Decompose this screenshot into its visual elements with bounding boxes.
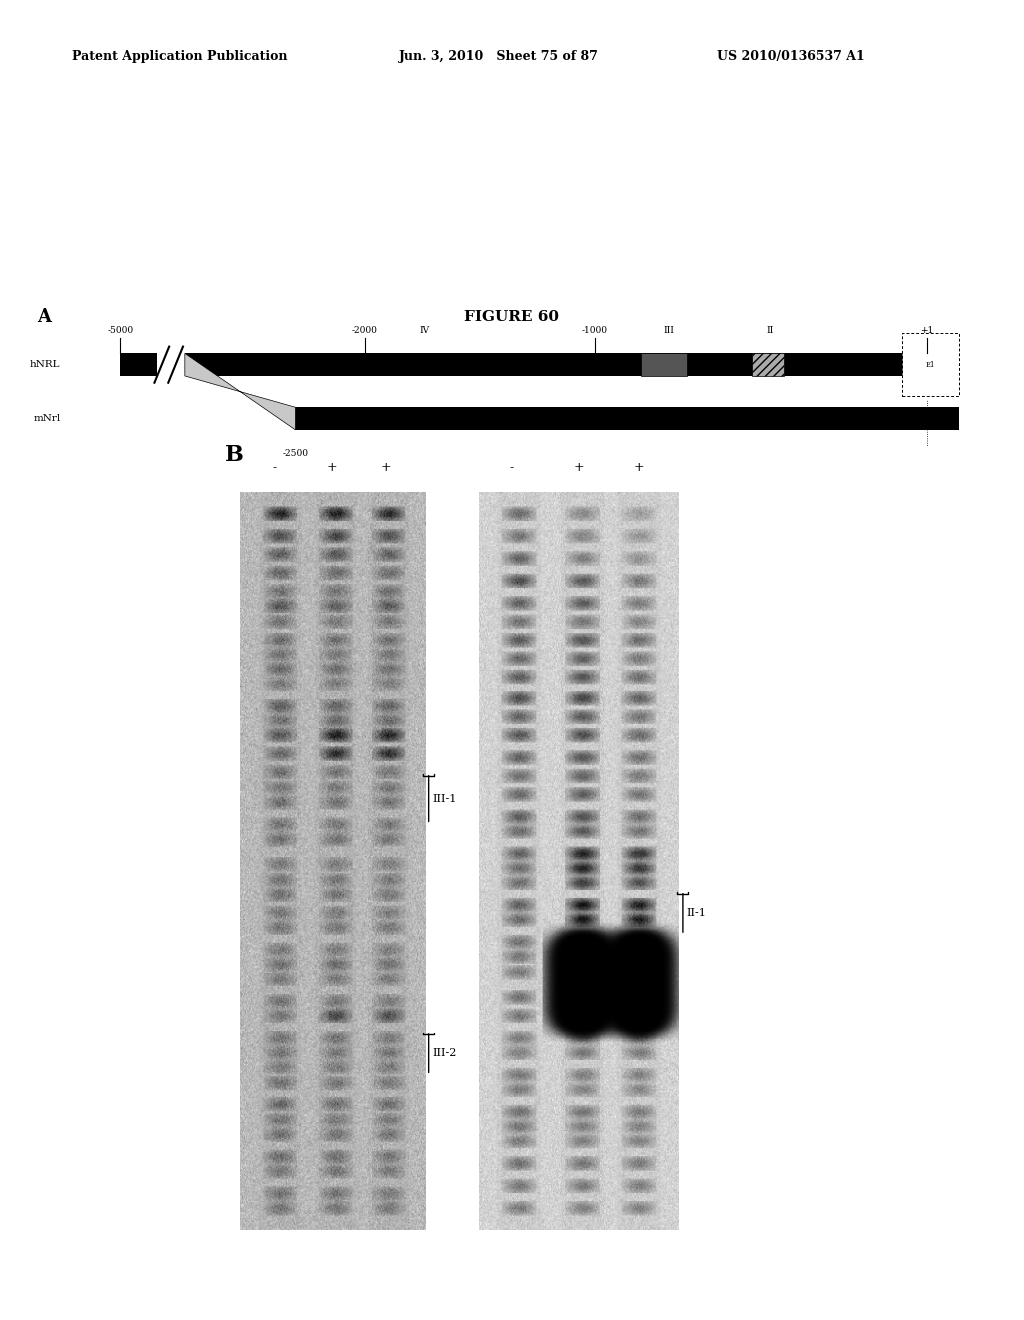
- Text: III-1: III-1: [432, 793, 457, 804]
- Text: Patent Application Publication: Patent Application Publication: [72, 50, 287, 63]
- Bar: [641, 354, 687, 376]
- Text: B: B: [225, 444, 244, 466]
- Text: III-2: III-2: [432, 1048, 457, 1059]
- Text: II-1: II-1: [687, 908, 707, 917]
- Text: +1: +1: [921, 326, 933, 334]
- Text: FIGURE 60: FIGURE 60: [465, 310, 559, 325]
- Bar: [752, 354, 784, 376]
- Bar: [121, 354, 158, 376]
- Text: US 2010/0136537 A1: US 2010/0136537 A1: [717, 50, 864, 63]
- Text: hNRL: hNRL: [30, 360, 60, 370]
- Text: -: -: [272, 461, 276, 474]
- Text: +: +: [634, 461, 644, 474]
- Text: E1: E1: [926, 360, 935, 368]
- Bar: [184, 354, 958, 376]
- Text: +: +: [327, 461, 338, 474]
- Text: -2500: -2500: [283, 449, 308, 458]
- Text: Jun. 3, 2010   Sheet 75 of 87: Jun. 3, 2010 Sheet 75 of 87: [399, 50, 599, 63]
- Text: -: -: [509, 461, 513, 474]
- Text: +: +: [381, 461, 391, 474]
- Text: -5000: -5000: [108, 326, 133, 334]
- Text: -1000: -1000: [582, 326, 608, 334]
- Text: IV: IV: [420, 326, 429, 334]
- Text: mNrl: mNrl: [33, 414, 60, 424]
- Text: III: III: [664, 326, 674, 334]
- Bar: [902, 333, 959, 396]
- Polygon shape: [184, 354, 295, 430]
- Text: -2000: -2000: [351, 326, 378, 334]
- Text: II: II: [766, 326, 774, 334]
- Bar: [295, 408, 958, 430]
- Text: +: +: [573, 461, 585, 474]
- Text: A: A: [38, 309, 51, 326]
